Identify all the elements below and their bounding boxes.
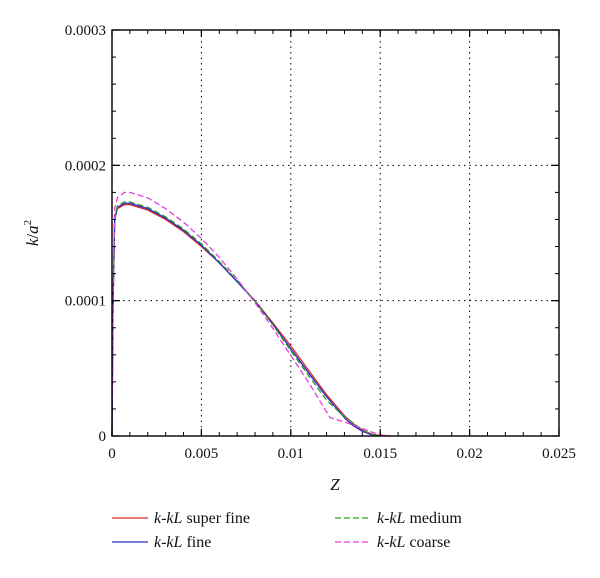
y-tick-label: 0.0001 xyxy=(65,294,106,310)
legend-label-rest: coarse xyxy=(405,534,450,551)
x-tick-label: 0.025 xyxy=(542,446,576,462)
legend-label-1: k-kL fine xyxy=(154,534,211,551)
x-tick-label: 0.015 xyxy=(363,446,397,462)
series-layer xyxy=(111,191,391,437)
legend-label-italic: k-kL xyxy=(154,534,183,551)
y-axis-label-base: a xyxy=(23,225,42,234)
legend-label-italic: k-kL xyxy=(377,510,406,527)
grid-lines xyxy=(112,30,559,436)
tick-labels: 0 0.005 0.01 0.015 0.02 0.025 0 0.0001 0.0002 0.0… xyxy=(65,23,576,462)
x-tick-label: 0.01 xyxy=(278,446,304,462)
y-tick-label: 0 xyxy=(99,429,107,445)
legend-label-0: k-kL super fine xyxy=(154,510,250,527)
series-line-1 xyxy=(111,202,381,437)
y-axis-label-sup: 2 xyxy=(22,220,34,226)
series-line-2 xyxy=(111,201,381,437)
series-line-3 xyxy=(111,191,391,437)
x-axis-label: Z xyxy=(330,475,340,494)
legend-label-rest: medium xyxy=(405,510,462,527)
legend-label-italic: k-kL xyxy=(377,534,406,551)
y-tick-label: 0.0002 xyxy=(65,158,106,174)
y-axis-label-sep: / xyxy=(23,234,42,239)
series-line-0 xyxy=(111,203,390,437)
legend-label-rest: fine xyxy=(182,534,211,551)
x-tick-label: 0.005 xyxy=(185,446,219,462)
y-tick-label: 0.0003 xyxy=(65,23,106,39)
plot-frame xyxy=(111,29,560,437)
axis-ticks xyxy=(111,29,560,437)
legend-label-3: k-kL coarse xyxy=(377,534,450,551)
x-tick-label: 0.02 xyxy=(456,446,482,462)
y-axis-label-main: k xyxy=(23,238,42,246)
legend-label-rest: super fine xyxy=(182,510,250,527)
legend-label-italic: k-kL xyxy=(154,510,183,527)
x-tick-label: 0 xyxy=(108,446,116,462)
y-axis-label: k/a2 xyxy=(22,220,42,246)
legend-label-2: k-kL medium xyxy=(377,510,462,527)
